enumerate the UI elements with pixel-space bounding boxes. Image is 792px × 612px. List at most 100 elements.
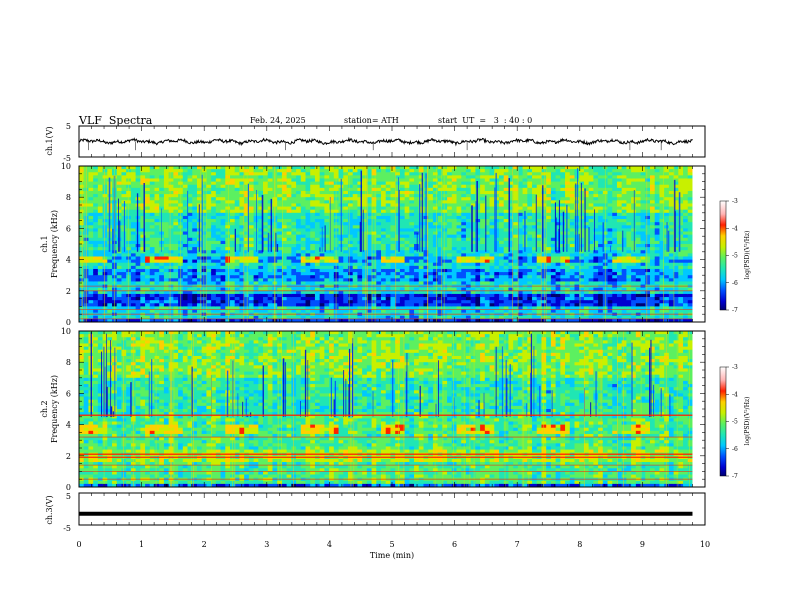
spectrogram-cell [465, 275, 472, 279]
spectrogram-cell [366, 228, 373, 233]
spectrogram-cell [508, 203, 514, 208]
spectrogram-cell [499, 262, 505, 267]
spectrogram-cell [395, 315, 401, 320]
spectrogram-cell [300, 234, 307, 239]
spectrogram-cell [182, 303, 189, 307]
spectrogram-cell [517, 200, 524, 205]
spectrogram-cell [97, 281, 104, 286]
spectrogram-cell [159, 297, 165, 301]
spectrogram-cell [277, 297, 283, 301]
spectrogram-cell [140, 169, 146, 173]
spectrogram-cell [93, 178, 99, 183]
spectrogram-cell [277, 172, 283, 176]
spectrogram-cell [300, 169, 307, 173]
spectrogram-cell [248, 256, 255, 261]
spectrogram-cell [102, 200, 108, 205]
spectrogram-cell [97, 169, 104, 173]
spectrogram-cell [451, 259, 458, 264]
spectrogram-cell [451, 281, 458, 286]
spectrogram-cell [230, 275, 236, 279]
spectrogram-cell [371, 190, 377, 195]
spectrogram-cell [418, 172, 425, 176]
spectrogram-cell [211, 259, 217, 264]
spectrogram-cell [220, 262, 226, 267]
spectrogram-cell [362, 265, 368, 270]
spectrogram-cell [428, 247, 434, 251]
spectrogram-cell [277, 190, 283, 195]
spectrogram-cell [230, 300, 236, 304]
spectrogram-cell [140, 272, 146, 276]
spectrogram-cell [253, 287, 259, 292]
spectrogram-cell [88, 178, 94, 183]
spectrogram-cell [277, 256, 283, 261]
spectrogram-cell [300, 194, 307, 198]
spectrogram-cell [263, 272, 269, 276]
spectrogram-cell [395, 215, 401, 220]
spectrogram-cell [371, 231, 377, 236]
spectrogram-cell [248, 178, 255, 183]
spectrogram-cell [385, 318, 392, 322]
spectrogram-cell [263, 290, 269, 295]
spectrogram-cell [390, 234, 396, 239]
spectrogram-cell [145, 253, 151, 258]
spectrogram-cell [253, 309, 259, 314]
spectrogram-cell [206, 184, 212, 189]
spectrogram-cell [163, 297, 170, 301]
spectrogram-cell [456, 219, 462, 223]
spectrogram-cell [79, 315, 85, 320]
spectrogram-cell [140, 190, 146, 195]
spectrogram-cell [465, 268, 472, 273]
spectrogram-cell [263, 231, 269, 236]
spectrogram-cell [300, 303, 307, 307]
spectrogram-cell [465, 244, 472, 248]
spectrogram-cell [248, 272, 255, 276]
spectrogram-cell [239, 237, 245, 242]
spectrogram-cell [489, 234, 495, 239]
spectrogram-cell [414, 272, 420, 276]
spectrogram-cell [305, 303, 311, 307]
spectrogram-cell [192, 253, 198, 258]
spectrogram-cell [404, 247, 410, 251]
spectrogram-cell [451, 187, 458, 192]
spectrogram-cell [135, 272, 141, 276]
spectrogram-cell [220, 240, 226, 245]
spectrogram-cell [390, 206, 396, 211]
spectrogram-cell [357, 278, 363, 283]
spectrogram-cell [319, 169, 325, 173]
spectrogram-cell [225, 203, 231, 208]
spectrogram-cell [381, 178, 387, 183]
spectrogram-cell [423, 278, 429, 283]
spectrogram-cell [173, 194, 179, 198]
spectrogram-cell [418, 178, 425, 183]
spectrogram-cell [239, 181, 245, 186]
spectrogram-cell [258, 231, 264, 236]
spectrogram-cell [187, 166, 193, 170]
spectrogram-cell [206, 178, 212, 183]
spectrogram-cell [385, 240, 392, 245]
spectrogram-cell [428, 178, 434, 183]
spectrogram-cell [404, 287, 410, 292]
spectrogram-cell [88, 272, 94, 276]
spectrogram-cell [126, 250, 132, 254]
spectrogram-cell [324, 166, 330, 170]
spectrogram-cell [390, 175, 396, 180]
spectrogram-cell [432, 315, 439, 320]
spectrogram-cell [338, 315, 344, 320]
spectrogram-cell [352, 297, 359, 301]
spectrogram-cell [234, 240, 241, 245]
spectrogram-cell [362, 200, 368, 205]
spectrogram-cell [310, 237, 316, 242]
spectrogram-cell [300, 231, 307, 236]
spectrogram-cell [319, 222, 325, 226]
spectrogram-cell [381, 169, 387, 173]
spectrogram-cell [409, 219, 415, 223]
spectrogram-cell [135, 318, 141, 322]
spectrogram-cell [305, 203, 311, 208]
spectrogram-cell [376, 272, 382, 276]
spectrogram-cell [116, 169, 123, 173]
spectrogram-cell [225, 184, 231, 189]
spectrogram-cell [296, 169, 302, 173]
spectrogram-cell [536, 181, 543, 186]
spectrogram-cell [145, 215, 151, 220]
spectrogram-cell [465, 225, 472, 229]
